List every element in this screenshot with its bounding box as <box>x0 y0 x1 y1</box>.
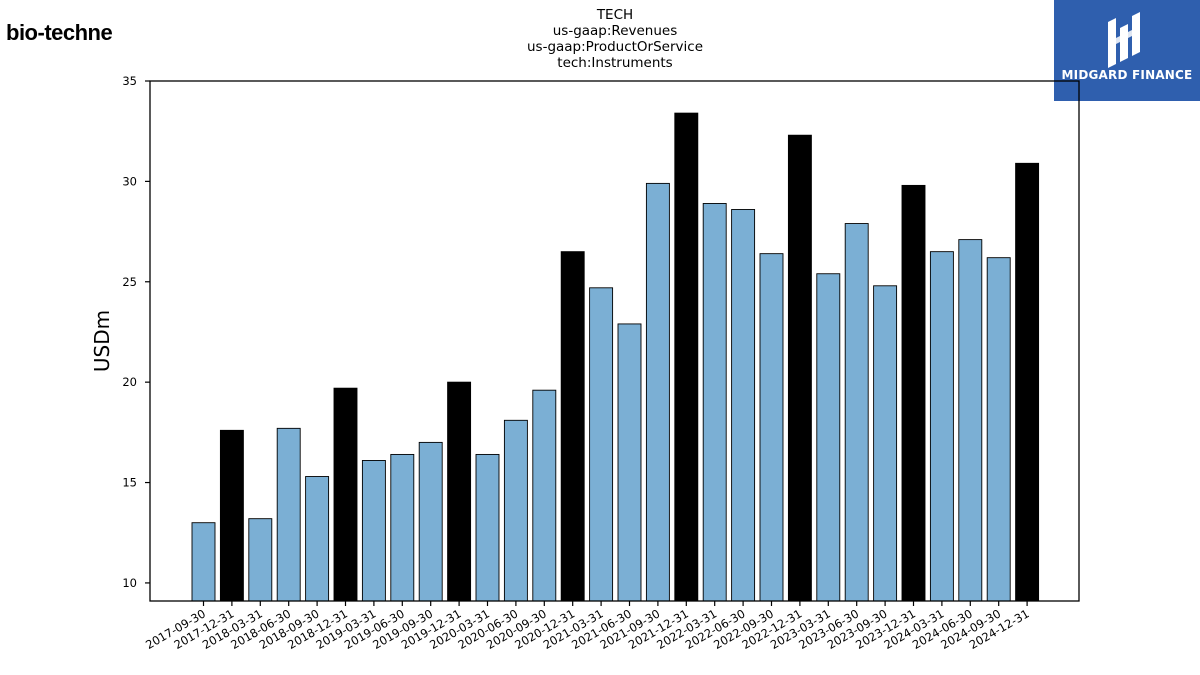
chart-title-line-1: TECH <box>596 7 634 23</box>
bars-group <box>191 112 1040 602</box>
bar-2024-09-30 <box>986 257 1011 602</box>
bar-2020-09-30 <box>532 389 557 602</box>
bar-2023-03-31 <box>816 273 841 602</box>
bar-2017-09-30 <box>191 522 216 602</box>
bar-2018-12-31 <box>333 387 358 602</box>
bar-2022-06-30 <box>731 209 756 602</box>
bar-2018-09-30 <box>305 476 330 602</box>
y-tick-label-10: 10 <box>122 576 137 590</box>
x-axis: 2017-09-302017-12-312018-03-312018-06-30… <box>143 601 1032 652</box>
bar-2022-12-31 <box>787 134 812 602</box>
y-tick-label-25: 25 <box>122 275 137 289</box>
bar-2019-09-30 <box>418 441 443 602</box>
y-axis-label: USDm <box>90 310 114 372</box>
bar-2022-09-30 <box>759 253 784 602</box>
bar-2023-09-30 <box>873 285 898 602</box>
plot-frame <box>149 80 1080 602</box>
bar-2017-12-31 <box>219 429 244 602</box>
bar-2021-06-30 <box>617 323 642 602</box>
y-axis: 10 15 20 25 30 35 <box>122 74 150 590</box>
y-tick-label-15: 15 <box>122 476 137 490</box>
bar-2020-06-30 <box>503 419 528 602</box>
bar-2021-03-31 <box>589 287 614 602</box>
bar-2021-09-30 <box>645 182 670 602</box>
midgard-finance-wordmark: MIDGARD FINANCE <box>1061 68 1193 82</box>
bar-2024-03-31 <box>929 251 954 602</box>
midgard-finance-logo: MIDGARD FINANCE <box>1054 0 1200 101</box>
chart-title: TECH us-gaap:Revenues us-gaap:ProductOrS… <box>415 7 815 71</box>
bar-2018-03-31 <box>248 518 273 602</box>
y-tick-label-30: 30 <box>122 174 137 188</box>
chart-title-line-2: us-gaap:Revenues <box>552 23 678 39</box>
bar-2019-06-30 <box>390 453 415 602</box>
bar-2022-03-31 <box>702 203 727 602</box>
bar-2023-06-30 <box>844 223 869 602</box>
bar-2018-06-30 <box>276 427 301 602</box>
bio-techne-logo-text: bio-techne <box>6 20 113 45</box>
bar-2019-03-31 <box>361 460 386 602</box>
bar-2020-12-31 <box>560 251 585 602</box>
chart-title-line-3: us-gaap:ProductOrService <box>526 39 704 55</box>
bar-2019-12-31 <box>447 381 472 602</box>
bar-2021-12-31 <box>674 112 699 602</box>
bar-2023-12-31 <box>901 184 926 602</box>
midgard-finance-emblem-icon <box>1108 12 1140 68</box>
bar-2020-03-31 <box>475 453 500 602</box>
y-tick-label-20: 20 <box>122 375 137 389</box>
y-tick-label-35: 35 <box>122 74 137 88</box>
bar-2024-06-30 <box>958 239 983 602</box>
chart-title-line-4: tech:Instruments <box>557 55 673 71</box>
bio-techne-logo: bio-techne <box>6 20 113 46</box>
bar-2024-12-31 <box>1015 162 1040 602</box>
